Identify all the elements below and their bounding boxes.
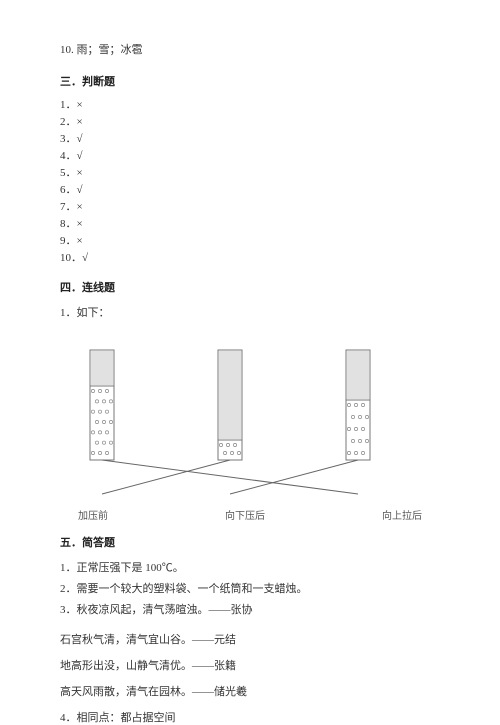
list-item: 2．× [60,114,440,131]
section5-lines: 1．正常压强下是 100℃。 2．需要一个较大的塑料袋、一个纸筒和一支蜡烛。 3… [60,558,440,621]
list-item: 1．× [60,97,440,114]
section4-heading: 四．连线题 [60,279,440,295]
list-item: 3．√ [60,131,440,148]
couplet-line: 地高形出没，山静气清优。——张籍 [60,657,440,673]
list-item: 7．× [60,199,440,216]
section3-list: 1．× 2．× 3．√ 4．√ 5．× 6．√ 7．× 8．× 9．× 10．√ [60,97,440,267]
list-item: 6．√ [60,182,440,199]
connect-diagram: 加压前 向下压后 向上拉后 [60,348,440,522]
diagram-label: 向上拉后 [382,507,422,522]
diagram-labels: 加压前 向下压后 向上拉后 [60,507,440,522]
list-item: 8．× [60,216,440,233]
couplet-line: 高天风雨散，清气在园林。——储光羲 [60,683,440,699]
list-item: 10．√ [60,250,440,267]
answer-line: 3．秋夜凉风起，清气荡暄浊。——张协 [60,600,440,621]
list-item: 5．× [60,165,440,182]
diagram-svg [60,348,400,498]
section5-heading: 五．简答题 [60,534,440,550]
list-item: 9．× [60,233,440,250]
list-item: 4．√ [60,148,440,165]
final-line: 4．相同点：都占据空间 [60,709,440,725]
answer-line: 1．正常压强下是 100℃。 [60,558,440,579]
couplet-line: 石宫秋气清，清气宜山谷。——元结 [60,631,440,647]
answer-line: 2．需要一个较大的塑料袋、一个纸筒和一支蜡烛。 [60,579,440,600]
section4-intro: 1．如下： [60,303,440,324]
diagram-label: 加压前 [78,507,108,522]
diagram-label: 向下压后 [225,507,265,522]
page-top-line: 10. 雨；雪；冰雹 [60,40,440,61]
section3-heading: 三．判断题 [60,73,440,89]
